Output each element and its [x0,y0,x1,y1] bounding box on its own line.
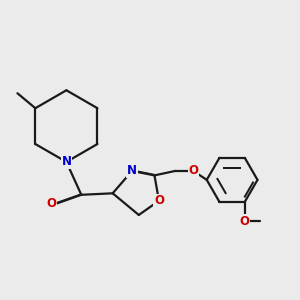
Text: N: N [127,164,137,177]
Text: N: N [61,155,71,168]
Text: O: O [46,197,56,210]
Text: O: O [188,164,198,177]
Text: O: O [154,194,164,207]
Text: O: O [240,215,250,228]
